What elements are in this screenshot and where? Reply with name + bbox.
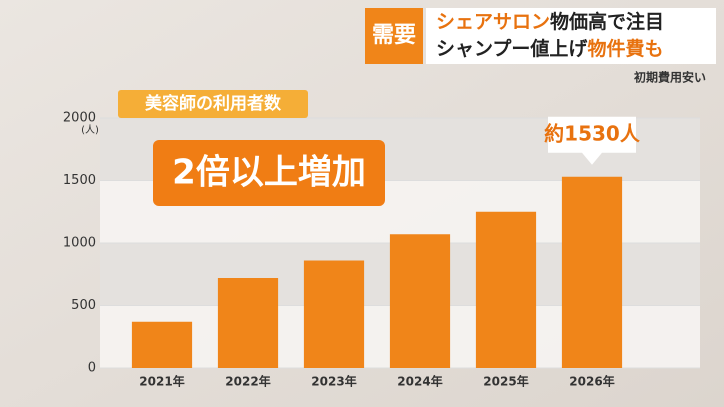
y-tick-label: 2000	[63, 111, 96, 126]
headline-note: 初期費用安い	[634, 70, 706, 85]
x-tick-label: 2025年	[483, 374, 528, 389]
x-tick-label: 2026年	[569, 374, 614, 389]
x-tick-label: 2021年	[139, 374, 184, 389]
x-tick-label: 2022年	[225, 374, 270, 389]
bar	[561, 176, 623, 368]
tag: 需要	[372, 23, 416, 48]
value-label-box	[548, 116, 636, 165]
value-label: 約1530人	[544, 121, 641, 145]
y-tick-label: 500	[71, 298, 96, 313]
bar	[475, 211, 537, 368]
chart-title-box	[118, 90, 308, 118]
headline-2a: シャンプー値上げ	[436, 37, 588, 60]
bar	[131, 321, 193, 368]
headline-2b: 物件費も	[587, 37, 663, 60]
y-tick-label: 0	[88, 361, 96, 376]
x-tick-label: 2024年	[397, 374, 442, 389]
annotation-box	[153, 140, 385, 206]
tag-box	[365, 8, 423, 64]
headline-box	[426, 8, 716, 64]
headline-1a: シェアサロン	[436, 11, 550, 33]
bar	[303, 260, 365, 368]
x-tick-label: 2023年	[311, 374, 356, 389]
y-tick-label: 1000	[63, 236, 96, 251]
y-unit: (人)	[81, 124, 99, 136]
annotation: 2倍以上増加	[172, 153, 366, 193]
headline-2: シャンプー値上げ物件費も	[436, 37, 663, 60]
headline-1: シェアサロン物価高で注目	[436, 10, 664, 33]
bar	[217, 278, 279, 368]
headline-1b: 物価高で注目	[550, 10, 664, 33]
chart-title: 美容師の利用者数	[145, 93, 282, 114]
bar	[389, 234, 451, 368]
y-tick-label: 1500	[63, 173, 96, 188]
